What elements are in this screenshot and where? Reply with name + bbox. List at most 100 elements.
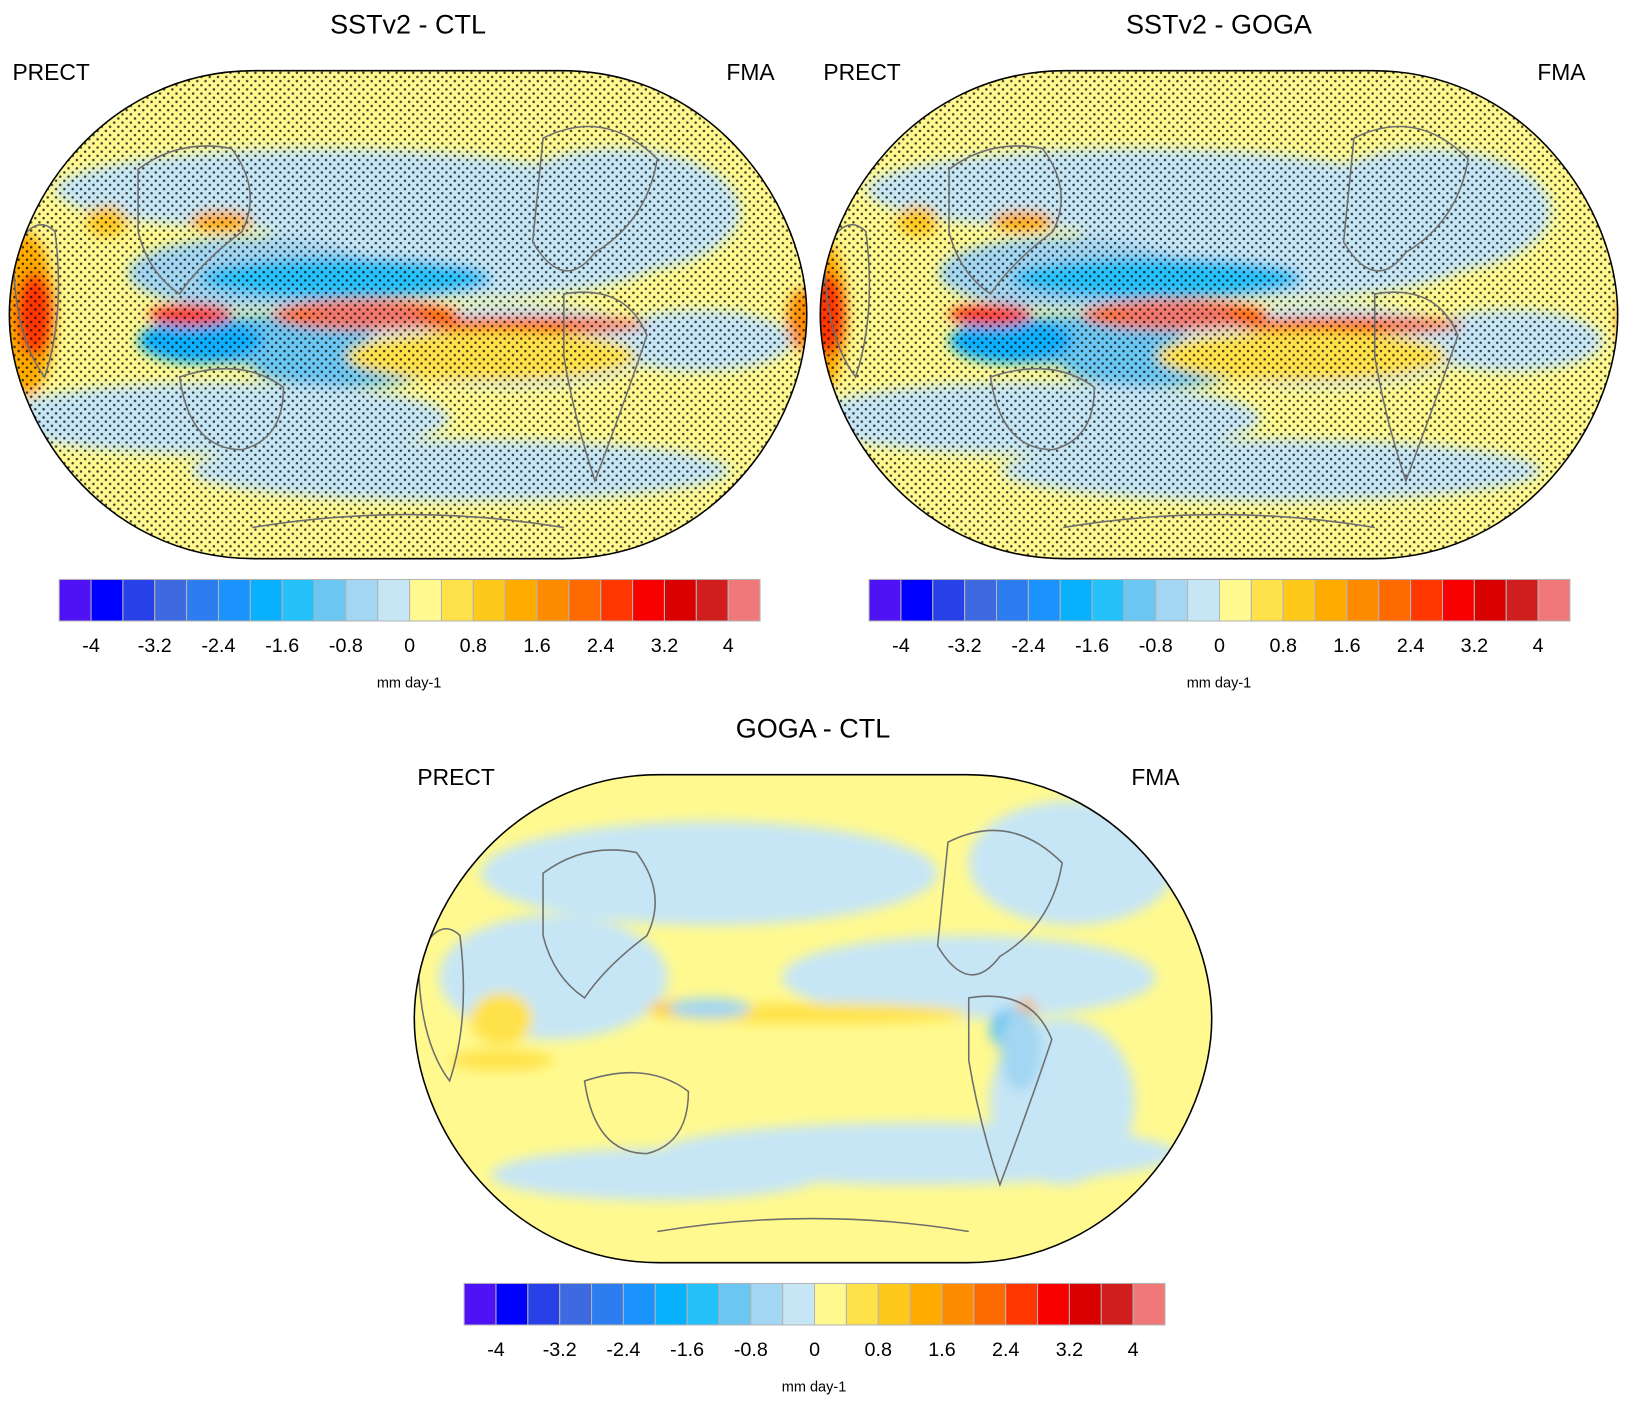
colorbar-tick-label: -3.2 — [138, 635, 172, 657]
colorbar-swatch — [1378, 578, 1412, 622]
colorbar-swatch — [995, 578, 1029, 622]
season-label: FMA — [1131, 764, 1180, 790]
colorbar-tick-label: 0.8 — [865, 1339, 892, 1361]
colorbar-swatch — [1091, 578, 1125, 622]
coastline — [1342, 125, 1470, 272]
colorbar-tick-label: 1.6 — [928, 1339, 955, 1361]
colorbar-tick-label: 4 — [1533, 635, 1544, 657]
coastline — [542, 849, 656, 999]
anomaly-region — [449, 1049, 554, 1071]
anomaly-region — [1618, 289, 1626, 351]
map-border — [8, 69, 808, 560]
map-border — [819, 69, 1619, 560]
colorbar-swatch — [90, 578, 124, 622]
colorbar-swatch — [1037, 1282, 1070, 1326]
coastline — [657, 1217, 969, 1233]
colorbar-tick-label: -2.4 — [1011, 635, 1045, 657]
colorbar-swatch — [1410, 578, 1444, 622]
anomaly-region — [480, 821, 938, 926]
colorbar-swatch — [632, 578, 665, 622]
significance-stippling — [9, 70, 807, 559]
coastline — [417, 927, 465, 1083]
coastline — [823, 223, 871, 379]
colorbar-tick-label: -2.4 — [201, 635, 235, 657]
colorbar-swatch — [249, 578, 283, 622]
colorbar-swatch — [941, 1282, 975, 1326]
season-label: FMA — [726, 59, 775, 85]
colorbar-swatch — [900, 578, 934, 622]
colorbar-units: mm day-1 — [782, 1379, 847, 1395]
colorbar-tick-label: 0.8 — [1270, 635, 1297, 657]
colorbar-tick-label: -4 — [487, 1339, 505, 1361]
panel-title: SSTv2 - CTL — [330, 9, 486, 39]
colorbar-swatch — [536, 578, 570, 622]
colorbar-swatch — [472, 578, 506, 622]
colorbar-swatch — [663, 578, 697, 622]
colorbar-swatch — [495, 1282, 529, 1326]
anomaly-region — [781, 935, 1156, 1019]
colorbar-swatch — [409, 578, 442, 622]
colorbar-swatch — [281, 578, 315, 622]
colorbar-swatch — [1005, 1282, 1039, 1326]
colorbar-tick-label: -1.6 — [265, 635, 299, 657]
colorbar-swatch — [1441, 578, 1475, 622]
variable-label: PRECT — [417, 764, 494, 790]
colorbar-swatch — [1537, 578, 1571, 622]
colorbar-tick-label: -4 — [82, 635, 100, 657]
colorbar-swatch — [932, 578, 966, 622]
colorbar-tick-label: 0 — [1214, 635, 1225, 657]
colorbar-swatch — [727, 578, 761, 622]
colorbar-tick-label: 0.8 — [460, 635, 487, 657]
colorbar-swatch — [1059, 578, 1093, 622]
map — [8, 69, 808, 560]
colorbar-swatch — [868, 578, 902, 622]
colorbar-swatch — [1100, 1282, 1134, 1326]
map-border — [413, 773, 1213, 1264]
coastline — [178, 367, 285, 451]
coastline — [531, 125, 659, 272]
coastline — [1373, 291, 1459, 484]
colorbar-swatch — [122, 578, 156, 622]
colorbar-swatch — [313, 578, 347, 622]
colorbar-tick-label: 2.4 — [587, 635, 614, 657]
panel-title: GOGA - CTL — [736, 713, 890, 743]
colorbar-tick-label: 1.6 — [523, 635, 550, 657]
colorbar-swatch — [1505, 578, 1539, 622]
colorbar-tick-label: -1.6 — [1075, 635, 1109, 657]
colorbar-swatch — [622, 1282, 656, 1326]
coastline — [967, 995, 1053, 1188]
coastline — [989, 367, 1096, 451]
colorbar-swatch — [217, 578, 251, 622]
colorbar-swatch — [568, 578, 602, 622]
colorbar-swatch — [559, 1282, 593, 1326]
colorbar-swatch — [1132, 1282, 1166, 1326]
coastline — [1063, 513, 1375, 529]
colorbar-swatch — [1123, 578, 1157, 622]
colorbar-tick-label: -3.2 — [543, 1339, 577, 1361]
variable-label: PRECT — [12, 59, 89, 85]
panel-sstv2-goga: SSTv2 - GOGA PRECT FMA -4 -3.2 -2.4 -1.6 -0.… — [819, 9, 1626, 691]
colorbar-swatch — [600, 578, 634, 622]
coastline — [563, 291, 648, 484]
colorbar-swatch — [973, 1282, 1007, 1326]
colorbar-tick-label: -0.8 — [329, 635, 363, 657]
colorbar-swatch — [750, 1282, 784, 1326]
colorbar-tick-label: 3.2 — [1461, 635, 1488, 657]
coastline — [12, 223, 60, 379]
colorbar-swatch — [58, 578, 92, 622]
colorbar-units: mm day-1 — [377, 675, 442, 691]
colorbar-tick-label: 0 — [809, 1339, 820, 1361]
colorbar-swatch — [154, 578, 188, 622]
colorbar-swatch — [1250, 578, 1284, 622]
anomaly-region — [667, 997, 751, 1019]
colorbar-swatch — [1314, 578, 1348, 622]
panel-goga-ctl: GOGA - CTL PRECT FMA -4 -3.2 -2.4 -1.6 -0.8 0… — [413, 713, 1213, 1395]
anomaly-region — [968, 800, 1177, 926]
panel-sstv2-ctl: SSTv2 - CTL PRECT FMA -4 -3.2 -2.4 -1.6 -0.8… — [8, 9, 808, 691]
colorbar-swatch — [1027, 578, 1061, 622]
colorbar-swatch — [186, 578, 219, 622]
colorbar-tick-label: 2.4 — [1397, 635, 1424, 657]
colorbar: -4 -3.2 -2.4 -1.6 -0.8 0 0.8 1.6 2.4 3.2 4 — [868, 578, 1571, 657]
colorbar-tick-label: -3.2 — [948, 635, 982, 657]
